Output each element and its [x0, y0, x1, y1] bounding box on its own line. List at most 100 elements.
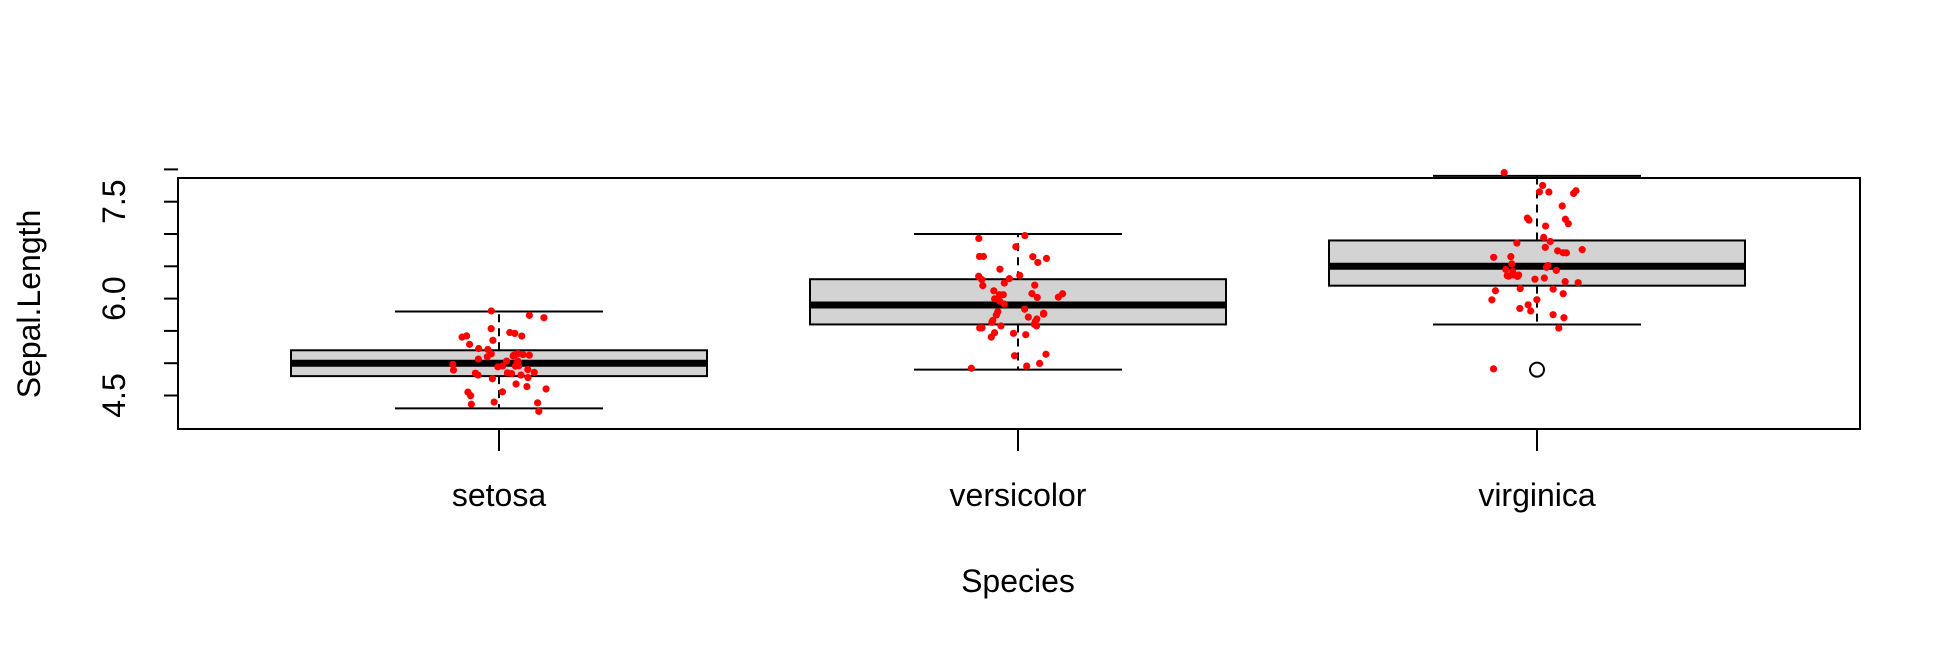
- data-point: [967, 364, 975, 372]
- data-point: [1545, 188, 1553, 196]
- data-point: [509, 352, 517, 360]
- data-point: [1490, 253, 1498, 261]
- data-point: [1515, 271, 1523, 279]
- data-point: [997, 322, 1005, 330]
- data-point: [1552, 266, 1560, 274]
- data-point: [1000, 300, 1008, 308]
- data-point: [449, 360, 457, 368]
- data-point: [1032, 322, 1041, 330]
- data-point: [1578, 246, 1586, 254]
- data-point: [1525, 216, 1533, 224]
- data-point: [533, 399, 542, 407]
- x-tick-label: virginica: [1478, 477, 1596, 513]
- x-axis: setosa versicolor virginica: [452, 429, 1596, 513]
- data-point: [1559, 290, 1567, 298]
- data-point: [1488, 296, 1496, 304]
- data-point: [1016, 271, 1024, 279]
- data-point: [992, 311, 1000, 319]
- data-point: [494, 363, 502, 371]
- data-point: [474, 355, 482, 363]
- data-point: [488, 375, 497, 383]
- data-point: [487, 350, 495, 358]
- data-point: [1033, 293, 1041, 302]
- data-point: [1540, 274, 1548, 282]
- data-point: [465, 340, 474, 348]
- data-point: [1574, 279, 1582, 287]
- data-point: [1572, 187, 1580, 195]
- data-point: [1561, 278, 1569, 286]
- data-point: [990, 287, 998, 295]
- x-axis-label: Species: [961, 563, 1075, 599]
- data-point: [1533, 296, 1541, 304]
- data-point: [512, 380, 520, 388]
- data-point: [462, 332, 471, 340]
- data-point: [530, 368, 538, 377]
- data-point: [1509, 271, 1518, 279]
- data-point: [525, 351, 533, 359]
- data-point: [487, 325, 495, 333]
- data-point: [1513, 239, 1521, 247]
- data-point: [540, 314, 548, 322]
- data-point: [490, 398, 498, 406]
- data-point: [1042, 254, 1051, 262]
- data-point: [1023, 362, 1031, 370]
- data-point: [518, 332, 526, 340]
- data-point: [467, 400, 475, 408]
- data-point: [1507, 253, 1515, 261]
- data-point: [517, 371, 525, 379]
- y-tick-label: 7.5: [96, 179, 132, 223]
- data-point: [1527, 307, 1535, 315]
- data-point: [523, 382, 531, 391]
- data-point: [1033, 315, 1041, 323]
- data-point: [1028, 290, 1036, 298]
- data-point: [1549, 311, 1557, 319]
- data-point: [1542, 263, 1550, 271]
- data-point: [524, 374, 532, 382]
- data-point: [503, 369, 512, 377]
- data-point: [1036, 359, 1044, 368]
- data-point: [449, 366, 458, 374]
- data-point: [1540, 233, 1548, 241]
- data-point: [471, 369, 480, 377]
- data-point: [1489, 365, 1498, 373]
- data-point: [506, 328, 514, 337]
- data-point: [991, 295, 999, 303]
- data-point: [502, 357, 511, 365]
- data-point: [475, 344, 483, 353]
- data-point: [1516, 304, 1524, 313]
- data-point: [978, 324, 986, 332]
- data-point: [975, 234, 983, 243]
- data-point: [1508, 260, 1516, 268]
- data-point: [1010, 352, 1019, 360]
- data-point: [1021, 231, 1029, 240]
- data-point: [1555, 324, 1563, 332]
- data-point: [1558, 202, 1566, 210]
- data-point: [995, 291, 1004, 299]
- data-point: [535, 407, 543, 415]
- data-point: [525, 311, 533, 319]
- data-point: [1031, 281, 1039, 289]
- boxes-layer: [290, 174, 1746, 410]
- data-point: [1054, 293, 1062, 301]
- data-point: [1009, 329, 1018, 337]
- data-point: [1022, 331, 1030, 339]
- data-point: [489, 336, 497, 344]
- data-point: [487, 307, 495, 315]
- data-point: [979, 282, 987, 290]
- data-point: [1034, 258, 1042, 267]
- x-tick-label: setosa: [452, 477, 546, 513]
- x-tick-label: versicolor: [950, 477, 1087, 513]
- data-point: [1564, 220, 1572, 228]
- data-point: [978, 275, 986, 284]
- data-point: [1541, 243, 1549, 251]
- y-tick-label: 4.5: [96, 373, 132, 417]
- data-point: [1560, 314, 1568, 322]
- data-point: [988, 318, 996, 327]
- data-point: [1516, 284, 1524, 293]
- data-point: [1539, 181, 1547, 190]
- data-point: [990, 329, 999, 337]
- data-point: [1491, 287, 1500, 295]
- y-axis-label: Sepal.Length: [11, 210, 47, 399]
- data-point: [542, 385, 550, 393]
